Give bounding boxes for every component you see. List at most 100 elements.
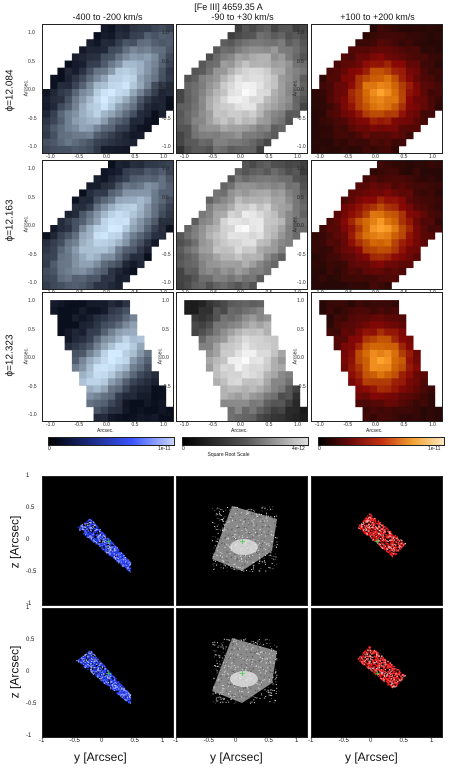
colorbar-red-min: 0	[318, 446, 321, 452]
sim-z-tick: 1	[26, 605, 30, 611]
y-tick-label: -0.5	[297, 383, 306, 390]
sim-panel-blue-row1: +	[42, 476, 174, 606]
sim-y-tick: 0.5	[130, 738, 139, 744]
y-tick-label: 0.5	[162, 326, 169, 333]
y-tick-label: 0.5	[28, 194, 35, 201]
y-tick-label: 0.0	[28, 355, 35, 361]
sim-panel-blue-row2: +	[42, 608, 174, 738]
x-tick-label: 0.0	[103, 422, 110, 428]
x-tick-label: -1.0	[46, 422, 55, 428]
y-tick-label: -0.5	[162, 383, 171, 390]
y-tick-label: 1.0	[297, 166, 304, 172]
x-tick-label: -1.0	[46, 154, 55, 160]
x-tick-label: 0.5	[131, 154, 139, 160]
x-tick-label: -1.0	[180, 154, 189, 160]
x-tick-label: -0.5	[343, 422, 353, 428]
y-tick-label: 0.5	[28, 326, 35, 333]
x-tick-label: 1.0	[294, 154, 301, 160]
sim-z-tick: -0.5	[26, 701, 37, 707]
x-tick-label: 0.0	[372, 422, 379, 428]
y-tick-label: 1.0	[162, 166, 169, 172]
y-tick-label: 0.5	[297, 326, 304, 333]
y-tick-label: 1.0	[297, 30, 304, 36]
sim-y-tick: 0	[234, 738, 238, 744]
x-tick-label: 1.0	[160, 154, 167, 160]
y-axis-label: Arcsec.	[23, 347, 30, 365]
y-tick-label: -1.0	[297, 144, 306, 150]
x-tick-label: -1.0	[180, 422, 189, 428]
y-tick-label: -1.0	[297, 280, 306, 286]
sim-y-tick: -1	[39, 738, 45, 744]
y-axis-label: Arcsec.	[157, 79, 164, 97]
x-axis-label: Arcsec.	[231, 428, 248, 434]
y-axis-label: Arcsec.	[292, 79, 299, 97]
sim-y-tick: -1	[308, 738, 314, 744]
y-tick-label: -0.5	[28, 115, 37, 122]
y-tick-label: -1.0	[28, 144, 37, 150]
phi-label-1: ϕ=12.084	[4, 69, 16, 112]
y-axis-label: Arcsec.	[23, 215, 30, 233]
y-axis-label: Arcsec.	[157, 215, 164, 233]
obs-panel-red-row1	[311, 24, 443, 154]
figure-title: [Fe III] 4659.35 A	[194, 2, 263, 12]
y-tick-label: -0.5	[162, 251, 171, 258]
obs-panel-gray-row1	[176, 24, 308, 154]
sim-z-tick: -1	[26, 601, 32, 607]
sim-zlabel-bottom: z [Arcsec]	[7, 645, 22, 699]
y-tick-label: 1.0	[297, 298, 304, 304]
sim-z-tick: 0.5	[26, 637, 35, 643]
colorbar-gray	[182, 437, 309, 446]
y-tick-label: -0.5	[28, 251, 37, 258]
sim-ylabel-2: y [Arcsec]	[210, 750, 263, 764]
y-tick-label: 0.0	[297, 355, 304, 361]
sim-y-tick: 0	[100, 738, 104, 744]
y-tick-label: 0.0	[28, 223, 35, 229]
y-tick-label: -1.0	[162, 280, 171, 286]
x-tick-label: 0.0	[237, 422, 244, 428]
y-axis-label: Arcsec.	[292, 215, 299, 233]
y-tick-label: 0.5	[297, 58, 304, 65]
x-tick-label: 0.5	[265, 422, 273, 428]
x-tick-label: -0.5	[343, 154, 353, 160]
y-tick-label: -0.5	[162, 115, 171, 122]
svg-text:+: +	[105, 537, 112, 546]
y-tick-label: -0.5	[297, 251, 306, 258]
sim-panel-red-row2: +	[311, 608, 443, 738]
obs-panel-blue-row2	[42, 160, 174, 290]
y-tick-label: -0.5	[297, 115, 306, 122]
y-tick-label: 0.0	[162, 87, 169, 93]
sim-z-tick: 0.5	[26, 505, 35, 511]
y-tick-label: 1.0	[28, 166, 35, 172]
phi-label-3: ϕ=12.323	[4, 334, 16, 377]
x-tick-label: 1.0	[294, 422, 301, 428]
x-tick-label: 0.5	[400, 422, 408, 428]
phi-label-2: ϕ=12.163	[4, 199, 16, 242]
x-tick-label: 0.0	[372, 154, 379, 160]
x-tick-label: 0.0	[237, 154, 244, 160]
x-tick-label: -0.5	[74, 154, 84, 160]
svg-text:+: +	[374, 537, 381, 546]
y-tick-label: 0.0	[297, 87, 304, 93]
y-tick-label: 0.0	[162, 223, 169, 229]
y-tick-label: -1.0	[28, 280, 37, 286]
sim-y-tick: 1	[295, 738, 299, 744]
obs-panel-blue-row1	[42, 24, 174, 154]
sim-zlabel-top: z [Arcsec]	[7, 515, 22, 569]
y-axis-label: Arcsec.	[157, 347, 164, 365]
y-tick-label: 0.0	[297, 223, 304, 229]
y-tick-label: -1.0	[28, 412, 37, 418]
colorbar-blue	[48, 437, 175, 446]
colorbar-gray-max: 4e-12	[292, 446, 305, 452]
sim-z-tick: 0	[26, 669, 30, 675]
x-tick-label: 1.0	[429, 422, 436, 428]
col-header-gray: -90 to +30 km/s	[211, 12, 274, 22]
y-tick-label: 0.5	[28, 58, 35, 65]
y-tick-label: 1.0	[28, 298, 35, 304]
x-tick-label: 0.5	[131, 422, 139, 428]
x-tick-label: 0.5	[265, 154, 273, 160]
sim-y-tick: 0.5	[399, 738, 408, 744]
y-tick-label: 1.0	[28, 30, 35, 36]
sim-ylabel-1: y [Arcsec]	[74, 750, 127, 764]
y-tick-label: 1.0	[162, 30, 169, 36]
sim-z-tick: 0	[26, 537, 30, 543]
